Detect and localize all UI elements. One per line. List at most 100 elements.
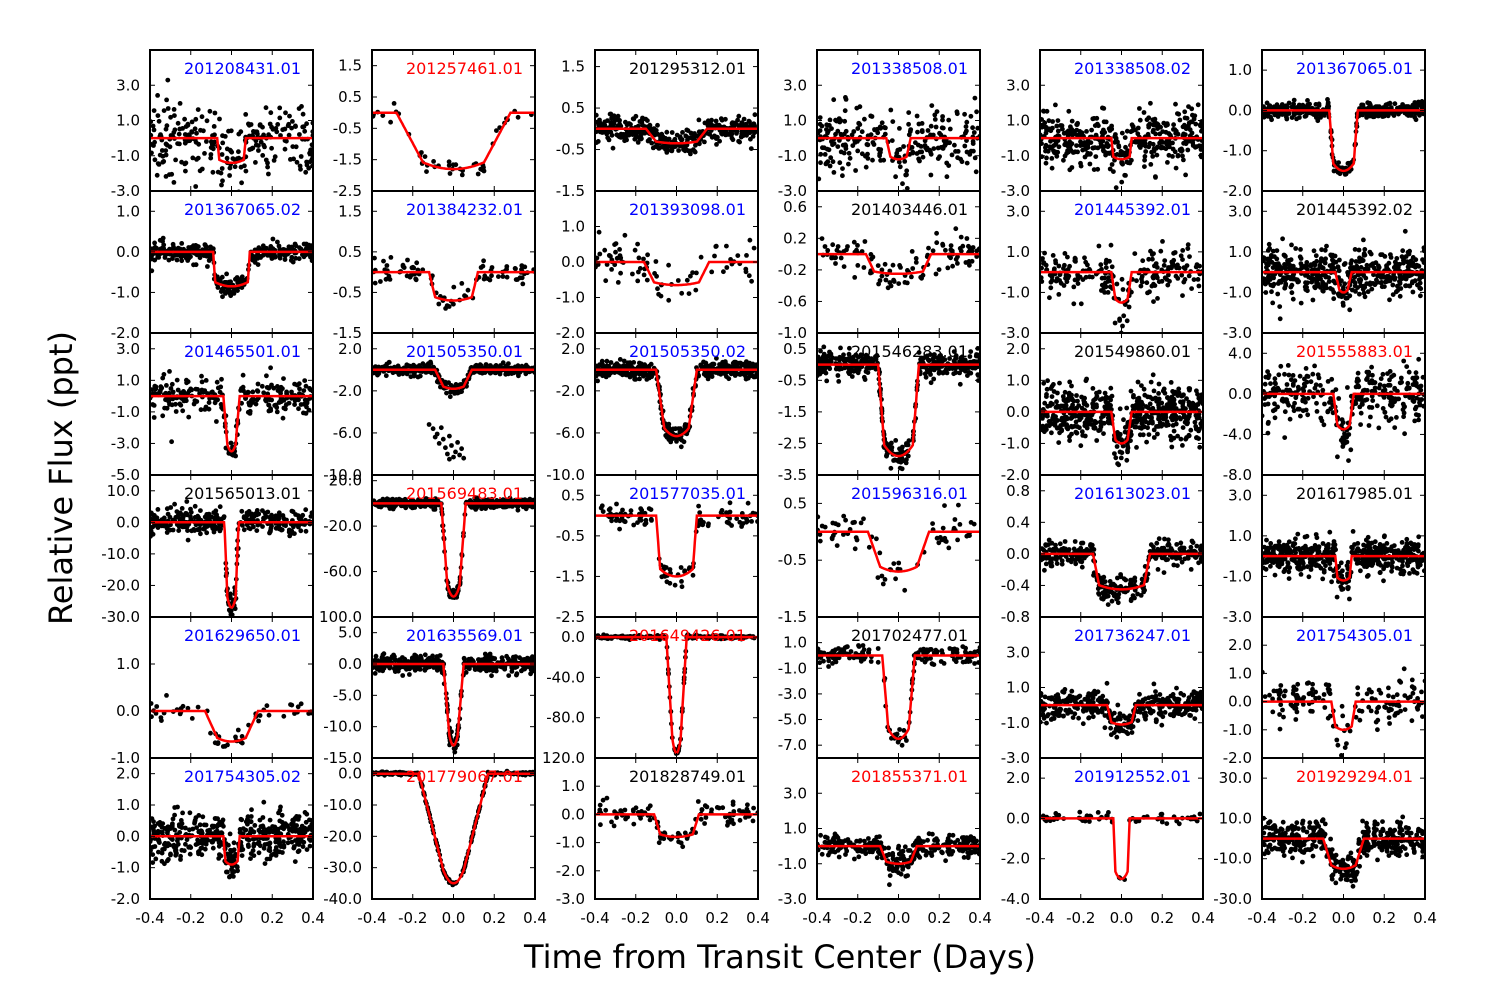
data-point xyxy=(714,142,719,147)
data-point xyxy=(513,266,518,272)
data-point xyxy=(1179,148,1185,153)
data-point xyxy=(1295,279,1301,285)
data-point xyxy=(735,253,741,258)
data-point xyxy=(928,172,934,178)
data-point xyxy=(1313,253,1319,259)
data-point xyxy=(1186,138,1192,144)
plot-area xyxy=(1262,228,1425,322)
data-point xyxy=(446,159,452,165)
data-point xyxy=(877,153,882,159)
data-point xyxy=(1375,113,1381,119)
data-point xyxy=(1074,132,1080,138)
y-tick-label: -1.0 xyxy=(111,147,140,165)
data-point xyxy=(1270,248,1276,254)
y-tick-label: 0.2 xyxy=(783,229,807,247)
data-point xyxy=(669,130,675,135)
model-curve xyxy=(1040,136,1203,161)
data-point xyxy=(462,293,467,299)
plot-area xyxy=(372,359,535,462)
data-point xyxy=(842,118,848,124)
data-point xyxy=(964,149,970,155)
data-point xyxy=(861,374,867,380)
data-point xyxy=(1328,252,1334,258)
data-point xyxy=(1364,262,1370,268)
data-point xyxy=(153,245,159,251)
data-point xyxy=(227,165,233,171)
data-point xyxy=(1270,283,1276,289)
y-tick-label: -1.5 xyxy=(333,151,362,169)
data-point xyxy=(647,137,652,142)
plot-area xyxy=(817,226,980,291)
data-point xyxy=(1064,150,1070,156)
data-point xyxy=(1299,265,1305,271)
data-point xyxy=(691,131,697,137)
data-point xyxy=(602,247,608,253)
data-point xyxy=(868,113,874,119)
data-point xyxy=(939,125,945,131)
data-point xyxy=(723,116,728,122)
data-point xyxy=(752,112,758,118)
data-point xyxy=(961,357,967,363)
data-point xyxy=(859,249,865,254)
data-point xyxy=(1133,127,1138,133)
data-point xyxy=(281,376,286,381)
data-point xyxy=(304,121,309,127)
data-point xyxy=(1345,161,1351,166)
data-point xyxy=(846,351,852,357)
data-point xyxy=(726,376,732,382)
data-point xyxy=(1140,258,1146,264)
data-point xyxy=(263,246,268,252)
data-point xyxy=(1308,263,1314,269)
y-tick-label: -1.5 xyxy=(333,324,362,342)
data-point xyxy=(519,275,525,281)
data-point xyxy=(256,148,261,153)
data-point xyxy=(1182,115,1188,121)
data-point xyxy=(827,163,833,169)
data-point xyxy=(1342,281,1348,287)
plot-area xyxy=(372,255,535,311)
data-point xyxy=(940,145,946,151)
y-tick-label: 1.0 xyxy=(1006,243,1030,261)
data-point xyxy=(1326,279,1332,284)
data-point xyxy=(438,425,444,431)
data-point xyxy=(189,387,195,393)
data-point xyxy=(833,366,839,372)
data-point xyxy=(483,362,489,367)
data-point xyxy=(891,279,897,284)
data-point xyxy=(920,272,926,278)
data-point xyxy=(681,439,687,445)
data-point xyxy=(1067,139,1073,145)
data-point xyxy=(1143,149,1149,154)
data-point xyxy=(928,352,933,357)
data-point xyxy=(610,145,616,151)
data-point xyxy=(922,355,927,360)
data-point xyxy=(655,286,660,292)
data-point xyxy=(959,367,965,373)
data-point xyxy=(624,130,630,136)
y-tick-label: -1.0 xyxy=(778,324,807,342)
data-point xyxy=(852,275,858,280)
data-point xyxy=(1293,246,1299,251)
data-point xyxy=(613,241,619,247)
data-point xyxy=(865,156,871,161)
data-point xyxy=(1063,275,1068,281)
data-point xyxy=(1151,146,1157,152)
data-point xyxy=(1075,276,1081,282)
y-tick-label: -3.0 xyxy=(1001,324,1030,342)
data-point xyxy=(156,255,162,260)
data-point xyxy=(890,262,896,268)
data-point xyxy=(937,154,942,160)
data-point xyxy=(163,148,169,154)
data-point xyxy=(180,125,186,131)
data-point xyxy=(238,388,244,393)
data-point xyxy=(949,152,955,158)
data-point xyxy=(606,137,612,143)
data-point xyxy=(256,245,262,251)
data-point xyxy=(1107,166,1113,172)
y-tick-label: -2.5 xyxy=(333,182,362,200)
data-point xyxy=(307,386,312,391)
data-point xyxy=(202,151,207,156)
data-point xyxy=(919,128,925,133)
data-point xyxy=(455,440,460,445)
data-point xyxy=(1279,102,1285,107)
